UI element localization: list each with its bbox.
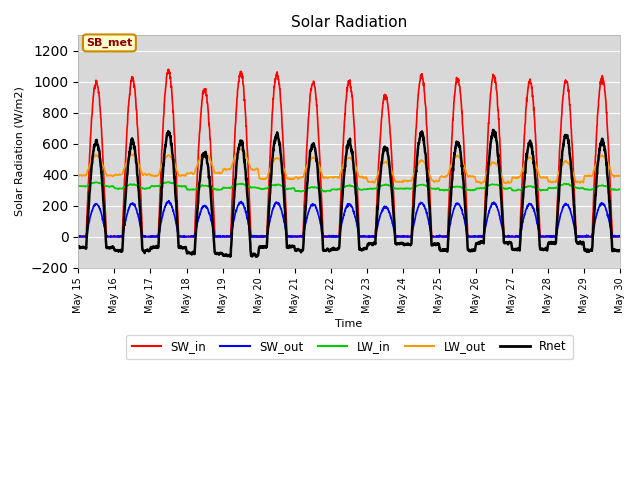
LW_out bbox=[236, 146, 244, 152]
Rnet bbox=[569, 180, 577, 186]
Rnet bbox=[377, 170, 385, 176]
LW_out bbox=[569, 169, 577, 175]
SW_out bbox=[74, 234, 82, 240]
LW_in bbox=[569, 183, 577, 189]
SW_out bbox=[365, 234, 373, 240]
SW_in bbox=[365, 234, 372, 240]
SW_out bbox=[75, 234, 83, 240]
LW_out bbox=[225, 166, 233, 172]
SW_in bbox=[377, 129, 385, 134]
Y-axis label: Solar Radiation (W/m2): Solar Radiation (W/m2) bbox=[15, 86, 25, 216]
SW_in bbox=[507, 233, 515, 239]
SW_in bbox=[226, 234, 234, 240]
SW_out bbox=[507, 234, 515, 240]
SW_in bbox=[74, 234, 82, 240]
SW_in bbox=[164, 66, 172, 72]
LW_in bbox=[297, 189, 305, 194]
Rnet bbox=[225, 252, 233, 258]
Text: SB_met: SB_met bbox=[86, 38, 132, 48]
LW_in bbox=[616, 186, 624, 192]
Legend: SW_in, SW_out, LW_in, LW_out, Rnet: SW_in, SW_out, LW_in, LW_out, Rnet bbox=[125, 335, 573, 360]
Line: LW_in: LW_in bbox=[78, 182, 620, 192]
LW_in bbox=[74, 183, 82, 189]
SW_out bbox=[569, 216, 577, 222]
LW_out bbox=[616, 173, 624, 179]
SW_in bbox=[584, 234, 591, 240]
LW_out bbox=[477, 181, 485, 187]
Rnet bbox=[227, 254, 234, 260]
Rnet bbox=[507, 240, 515, 245]
LW_out bbox=[74, 173, 82, 179]
LW_in bbox=[377, 183, 385, 189]
LW_in bbox=[226, 185, 234, 191]
SW_out bbox=[616, 233, 624, 239]
Line: Rnet: Rnet bbox=[78, 130, 620, 257]
Line: SW_out: SW_out bbox=[78, 201, 620, 237]
Rnet bbox=[365, 241, 372, 247]
Rnet bbox=[584, 247, 591, 253]
LW_in bbox=[507, 185, 515, 191]
SW_out bbox=[584, 234, 591, 240]
LW_in bbox=[365, 186, 373, 192]
SW_out bbox=[226, 234, 234, 240]
LW_out bbox=[377, 164, 385, 170]
SW_out bbox=[377, 211, 385, 216]
LW_in bbox=[584, 187, 591, 192]
SW_in bbox=[616, 234, 624, 240]
LW_out bbox=[584, 173, 591, 179]
LW_out bbox=[507, 180, 515, 185]
X-axis label: Time: Time bbox=[335, 319, 363, 329]
Rnet bbox=[489, 127, 497, 133]
LW_in bbox=[164, 179, 172, 185]
Rnet bbox=[74, 244, 82, 250]
LW_out bbox=[365, 179, 372, 184]
Line: LW_out: LW_out bbox=[78, 149, 620, 184]
Line: SW_in: SW_in bbox=[78, 69, 620, 237]
SW_out bbox=[165, 198, 173, 204]
Title: Solar Radiation: Solar Radiation bbox=[291, 15, 407, 30]
SW_in bbox=[568, 146, 576, 152]
Rnet bbox=[616, 248, 624, 253]
